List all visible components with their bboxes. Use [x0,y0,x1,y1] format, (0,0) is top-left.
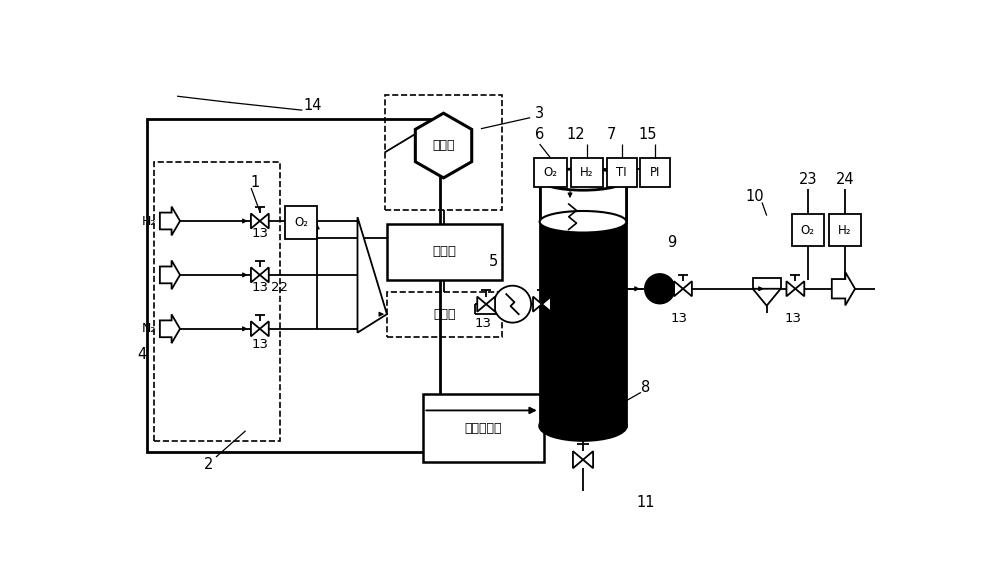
Polygon shape [251,214,260,228]
Polygon shape [358,217,387,333]
Bar [534,158,567,187]
Bar [147,119,440,452]
Bar [154,162,280,442]
Bar [753,278,781,288]
Text: H₂: H₂ [580,166,594,179]
Bar [387,292,502,336]
Text: 3: 3 [535,106,544,121]
Ellipse shape [540,211,626,232]
Text: 控制器: 控制器 [432,245,456,258]
Polygon shape [251,267,260,283]
Polygon shape [251,321,260,336]
Text: 11: 11 [637,495,655,510]
Polygon shape [683,281,692,296]
Text: 12: 12 [567,127,585,142]
Text: O₂: O₂ [543,166,557,179]
Polygon shape [542,297,551,312]
Text: 5: 5 [488,254,498,269]
Polygon shape [753,288,781,305]
Polygon shape [160,207,180,235]
Ellipse shape [540,411,626,440]
Text: 4: 4 [137,347,147,361]
Text: 13: 13 [671,311,688,325]
Bar [571,158,603,187]
Circle shape [645,274,674,304]
Polygon shape [160,314,180,343]
Text: 13: 13 [251,227,268,240]
Bar [540,179,626,426]
Polygon shape [486,297,495,312]
Polygon shape [477,297,486,312]
Text: 7: 7 [607,127,616,142]
Text: 13: 13 [251,338,268,351]
Polygon shape [415,113,472,178]
Text: 23: 23 [799,172,817,187]
Bar [423,394,544,462]
Text: PI: PI [650,166,660,179]
Polygon shape [674,281,683,296]
Bar [640,158,670,187]
Text: 2: 2 [204,457,213,472]
Text: 15: 15 [639,127,657,142]
Text: 24: 24 [836,172,854,187]
Text: 10: 10 [745,189,764,204]
Text: 温度控制器: 温度控制器 [465,422,502,434]
Ellipse shape [540,169,626,190]
Bar [829,214,861,246]
Polygon shape [533,297,542,312]
Bar [387,224,502,280]
Polygon shape [832,272,855,305]
Text: TI: TI [616,166,627,179]
Polygon shape [160,260,180,289]
Text: 8: 8 [641,380,650,395]
Text: H₂: H₂ [142,214,156,228]
Text: 1: 1 [251,175,260,190]
Circle shape [494,286,531,322]
Text: 配气箱: 配气箱 [433,308,456,321]
Text: 计算机: 计算机 [432,139,455,152]
Text: 13: 13 [475,317,492,330]
Text: 13: 13 [251,281,268,294]
Text: N₂: N₂ [142,322,156,335]
Polygon shape [260,214,269,228]
Bar [540,179,626,222]
Polygon shape [573,451,583,468]
Polygon shape [795,281,804,296]
Text: H₂: H₂ [838,224,852,237]
Polygon shape [786,281,795,296]
Polygon shape [583,451,593,468]
Bar [607,158,637,187]
Polygon shape [260,321,269,336]
Polygon shape [260,267,269,283]
Text: 13: 13 [785,311,802,325]
Text: 22: 22 [272,281,288,294]
Text: 9: 9 [667,235,676,250]
Text: O₂: O₂ [294,216,308,229]
Bar [792,214,824,246]
Text: 14: 14 [303,98,322,113]
Text: O₂: O₂ [801,224,815,237]
Text: 6: 6 [535,127,544,142]
Bar [385,95,502,210]
Bar [285,206,317,239]
